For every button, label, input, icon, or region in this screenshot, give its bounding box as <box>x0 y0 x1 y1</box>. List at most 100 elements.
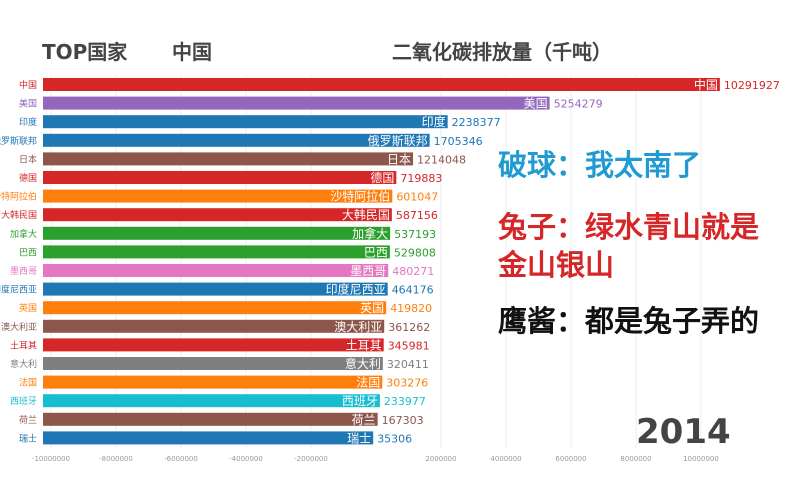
bar-inner-label: 巴西 <box>364 245 388 259</box>
value-label: 1214048 <box>417 153 466 166</box>
bar <box>43 319 385 333</box>
top-country: 中国 <box>172 40 212 64</box>
country-axis-label: 美国 <box>19 98 37 110</box>
country-axis-label: 大韩民国 <box>1 209 37 221</box>
bar <box>43 152 414 166</box>
value-label: 419820 <box>390 302 432 315</box>
bar <box>43 115 448 129</box>
bar <box>43 189 393 203</box>
value-label: 233977 <box>384 395 426 408</box>
top-label: TOP国家 <box>42 40 128 64</box>
country-axis-label: 德国 <box>19 172 37 184</box>
value-label: 303276 <box>386 377 428 390</box>
value-label: 35306 <box>377 432 412 445</box>
bar <box>43 357 383 370</box>
annotation-2: 兔子：绿水青山就是 <box>498 210 760 244</box>
country-axis-label: 加拿大 <box>10 228 37 240</box>
bar <box>43 394 380 408</box>
annotation-3: 金山银山 <box>498 248 615 282</box>
x-tick-label: -6000000 <box>164 455 198 463</box>
country-axis-label: 中国 <box>19 79 37 91</box>
bar <box>43 133 430 147</box>
x-tick-label: -2000000 <box>294 455 328 463</box>
value-label: 601047 <box>396 191 438 204</box>
bar <box>43 375 383 389</box>
bar-inner-label: 土耳其 <box>346 338 382 352</box>
bar <box>43 245 390 259</box>
bar-inner-label: 印度尼西亚 <box>326 282 386 297</box>
x-tick-label: 8000000 <box>620 455 651 463</box>
country-axis-label: 印度 <box>19 116 37 128</box>
bar <box>43 171 397 184</box>
x-tick-label: 10000000 <box>683 455 719 463</box>
value-label: 167303 <box>382 414 424 427</box>
country-axis-label: 墨西哥 <box>10 266 37 277</box>
year-label: 2014 <box>636 412 731 452</box>
x-tick-label: 4000000 <box>490 455 521 463</box>
chart-title: 二氧化碳排放量（千吨） <box>392 40 612 64</box>
bar <box>43 264 389 277</box>
country-axis-label: 土耳其 <box>10 339 37 351</box>
value-label: 1705346 <box>434 135 483 148</box>
x-tick-label: 2000000 <box>425 455 456 463</box>
bar-inner-label: 英国 <box>360 301 384 315</box>
x-tick-label: -4000000 <box>229 455 263 463</box>
bar-inner-label: 加拿大 <box>352 226 388 241</box>
bar <box>43 282 388 296</box>
bar <box>43 78 720 91</box>
bar-inner-label: 日本 <box>387 152 411 166</box>
x-tick-label: 6000000 <box>555 455 586 463</box>
bar <box>43 96 550 110</box>
bar-inner-label: 意大利 <box>345 356 381 371</box>
value-label: 5254279 <box>554 98 603 111</box>
value-label: 587156 <box>396 209 438 222</box>
country-axis-label: 澳大利亚 <box>1 321 37 333</box>
bar-inner-label: 法国 <box>356 376 380 390</box>
bar <box>43 431 374 445</box>
country-axis-label: 意大利 <box>10 358 37 370</box>
value-label: 464176 <box>392 284 434 297</box>
bar <box>43 301 387 315</box>
bar-inner-label: 墨西哥 <box>350 264 386 278</box>
country-axis-label: 西班牙 <box>10 395 37 407</box>
bar-inner-label: 美国 <box>524 97 548 111</box>
value-label: 529808 <box>394 246 436 259</box>
value-label: 345981 <box>388 339 430 352</box>
bar-inner-label: 中国 <box>694 77 718 92</box>
bar-inner-label: 德国 <box>370 170 394 185</box>
country-axis-label: 沙特阿拉伯 <box>0 191 37 203</box>
country-axis-label: 法国 <box>19 377 37 389</box>
country-axis-label: 瑞士 <box>19 432 37 444</box>
country-axis-label: 俄罗斯联邦 <box>0 135 37 147</box>
x-tick-label: -8000000 <box>99 455 133 463</box>
value-label: 537193 <box>394 228 436 241</box>
value-label: 10291927 <box>724 79 780 92</box>
bar-inner-label: 荷兰 <box>352 413 376 427</box>
country-axis-label: 英国 <box>19 302 37 314</box>
value-label: 480271 <box>392 265 434 278</box>
bar-inner-label: 大韩民国 <box>342 207 390 222</box>
country-axis-label: 日本 <box>19 153 37 165</box>
country-axis-label: 荷兰 <box>19 414 37 426</box>
bar-inner-label: 澳大利亚 <box>334 320 382 334</box>
country-axis-label: 印度尼西亚 <box>0 284 37 296</box>
bar <box>43 412 378 426</box>
bar <box>43 226 391 240</box>
bar <box>43 208 392 222</box>
bar-inner-label: 俄罗斯联邦 <box>368 134 428 148</box>
annotation-4: 鹰酱：都是兔子弄的 <box>498 304 760 338</box>
annotation-1: 破球：我太南了 <box>498 148 702 182</box>
bar-inner-label: 西班牙 <box>342 394 378 408</box>
value-label: 2238377 <box>452 116 501 129</box>
bar-inner-label: 印度 <box>422 114 446 129</box>
value-label: 719883 <box>400 172 442 185</box>
bar-inner-label: 沙特阿拉伯 <box>330 189 390 204</box>
x-tick-label: -10000000 <box>32 455 70 463</box>
value-label: 361262 <box>388 321 430 334</box>
country-axis-label: 巴西 <box>19 247 37 258</box>
value-label: 320411 <box>387 358 429 371</box>
bar <box>43 338 384 352</box>
bar-inner-label: 瑞士 <box>347 431 371 445</box>
